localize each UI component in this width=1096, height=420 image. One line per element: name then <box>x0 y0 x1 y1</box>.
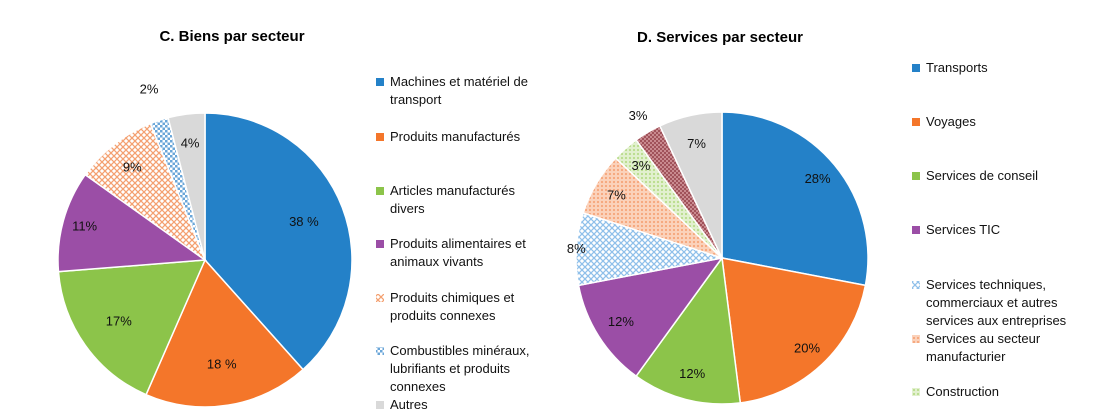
c-legend-swatch-4 <box>376 294 384 302</box>
pie-c-slice-0 <box>204 112 353 371</box>
d-legend-swatch-5 <box>912 335 920 343</box>
chart-d-title: D. Services par secteur <box>637 29 803 46</box>
c-legend-label-5-1: Combustibles minéraux, <box>390 343 529 358</box>
d-legend-swatch-2 <box>912 172 920 180</box>
c-legend-label-1-1: Produits manufacturés <box>390 129 521 144</box>
d-legend-label-6-1: Construction <box>926 384 999 399</box>
pie-d-data-label-5: 7% <box>607 188 626 203</box>
d-legend-swatch-6 <box>912 388 920 396</box>
pie-d-slice-2 <box>635 256 742 405</box>
pie-chart-d <box>575 111 869 405</box>
c-legend-swatch-0 <box>376 78 384 86</box>
pie-d-data-label-2: 12% <box>679 366 705 381</box>
c-legend-label-3-1: Produits alimentaires et <box>390 236 526 251</box>
pie-chart-c-labels: 38 % 18 % 17% 11% 9% 2% 4% <box>72 82 319 372</box>
c-legend-swatch-1 <box>376 133 384 141</box>
pie-d-data-label-8: 7% <box>687 136 706 151</box>
pie-c-slice-3 <box>57 173 208 273</box>
pie-d-data-label-0: 28% <box>805 171 831 186</box>
d-legend-label-1-1: Voyages <box>926 114 976 129</box>
c-legend-swatch-3 <box>376 240 384 248</box>
legend-c: Machines et matériel de transport Produits… <box>376 74 529 412</box>
pie-c-slice-6 <box>167 112 206 261</box>
d-legend-label-4-2: commerciaux et autres <box>926 295 1058 310</box>
c-legend-swatch-6 <box>376 401 384 409</box>
c-legend-label-5-2: lubrifiants et produits <box>390 361 510 376</box>
d-legend-label-2-1: Services de conseil <box>926 168 1038 183</box>
d-legend-swatch-1 <box>912 118 920 126</box>
pie-c-data-label-1: 18 % <box>207 357 237 372</box>
d-legend-label-0-1: Transports <box>926 60 988 75</box>
d-legend-label-5-1: Services au secteur <box>926 331 1041 346</box>
legend-d: Transports Voyages Services de conseil Serv… <box>912 60 1067 399</box>
c-legend-label-6-1: Autres <box>390 397 428 412</box>
pie-d-data-label-4: 8% <box>567 241 586 256</box>
c-legend-label-5-3: connexes <box>390 379 446 394</box>
d-legend-label-3-1: Services TIC <box>926 222 1000 237</box>
pie-d-data-label-3: 12% <box>608 314 634 329</box>
c-legend-label-3-2: animaux vivants <box>390 254 484 269</box>
pie-c-data-label-3: 11% <box>72 219 97 234</box>
pie-d-data-label-7: 3% <box>629 108 648 123</box>
pie-c-slice-4 <box>84 122 207 263</box>
c-legend-label-0-1: Machines et matériel de <box>390 74 528 89</box>
c-legend-label-4-2: produits connexes <box>390 308 496 323</box>
d-legend-label-5-2: manufacturier <box>926 349 1006 364</box>
pie-d-slice-0 <box>721 111 869 287</box>
pie-d-data-label-1: 20% <box>794 341 820 356</box>
pie-chart-d-labels: 28% 20% 12% 12% 8% 7% 3% 3% 7% <box>567 108 831 381</box>
pie-c-data-label-4: 9% <box>123 160 142 175</box>
d-legend-swatch-4 <box>912 281 920 289</box>
pie-d-slice-3 <box>577 256 724 378</box>
d-legend-label-4-1: Services techniques, <box>926 277 1046 292</box>
d-legend-swatch-0 <box>912 64 920 72</box>
d-legend-swatch-3 <box>912 226 920 234</box>
pie-c-data-label-5: 2% <box>140 82 159 97</box>
pie-d-slice-8 <box>658 111 723 259</box>
pie-d-slice-1 <box>721 257 867 404</box>
c-legend-label-2-2: divers <box>390 201 425 216</box>
c-legend-label-0-2: transport <box>390 92 442 107</box>
pie-c-data-label-0: 38 % <box>289 214 319 229</box>
d-legend-label-4-3: services aux entreprises <box>926 313 1067 328</box>
pie-c-slice-2 <box>57 259 207 396</box>
pie-d-data-label-6: 3% <box>632 158 651 173</box>
c-legend-label-4-1: Produits chimiques et <box>390 290 515 305</box>
pie-c-data-label-2: 17% <box>106 313 132 328</box>
pie-chart-c <box>57 112 353 408</box>
pie-c-data-label-6: 4% <box>181 135 200 150</box>
chart-c-title: C. Biens par secteur <box>159 28 304 45</box>
c-legend-swatch-5 <box>376 347 384 355</box>
pie-c-slice-1 <box>145 258 305 408</box>
c-legend-label-2-1: Articles manufacturés <box>390 183 515 198</box>
c-legend-swatch-2 <box>376 187 384 195</box>
